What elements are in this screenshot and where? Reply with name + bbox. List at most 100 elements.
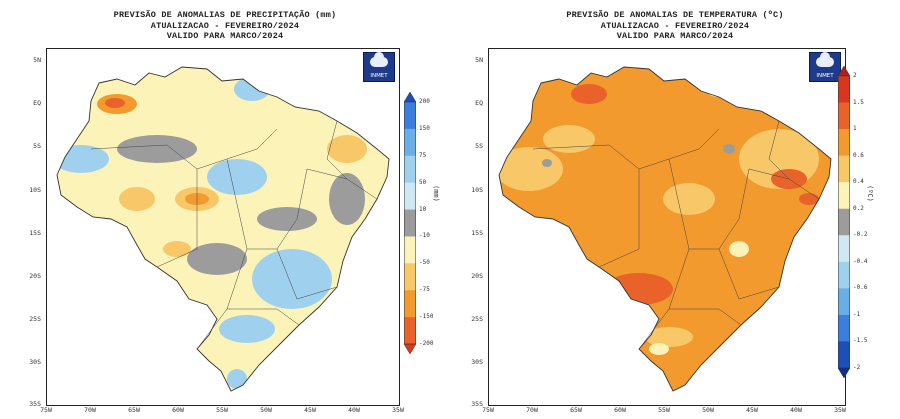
colorbar-label: 200 [419, 98, 430, 105]
colorbar-bottom-arrow [404, 343, 416, 354]
x-tick: 45W [304, 406, 316, 414]
colorbar-label: -10 [419, 232, 430, 240]
colorbar-label: -0.4 [853, 257, 868, 265]
title-line-3: VALIDO PARA MARCO/2024 [616, 31, 734, 41]
colorbar-label: 0.2 [853, 204, 864, 212]
colorbar-unit: (mm) [432, 185, 440, 202]
precipitation-title: PREVISÃO DE ANOMALIAS DE PRECIPITAÇÃO (m… [0, 10, 450, 42]
colorbar-segment [404, 263, 416, 291]
y-tick: 35S [471, 400, 483, 408]
colorbar-segment [404, 128, 416, 157]
colorbar-segment [838, 155, 850, 183]
y-tick: EQ [33, 99, 41, 107]
colorbar-segment [404, 236, 416, 264]
colorbar-label: 1 [853, 125, 857, 133]
colorbar-frame [838, 75, 850, 369]
y-tick: 25S [471, 315, 483, 323]
colorbar-frame [404, 101, 416, 345]
y-tick: EQ [475, 99, 483, 107]
y-tick: 5S [475, 142, 483, 150]
temperature-panel: PREVISÃO DE ANOMALIAS DE TEMPERATURA (ºC… [450, 0, 900, 419]
y-tick: 15S [471, 229, 483, 237]
colorbar-label: -0.2 [853, 231, 868, 239]
x-tick: 40W [790, 406, 802, 414]
colorbar-label: -75 [419, 286, 430, 294]
x-tick: 35W [392, 406, 404, 414]
y-tick: 5N [475, 56, 483, 64]
colorbar-segment [838, 288, 850, 316]
colorbar-label: 10 [419, 205, 427, 213]
colorbar-segment [404, 290, 416, 318]
colorbar-segment [838, 182, 850, 210]
colorbar-bottom-arrow [838, 367, 850, 378]
y-tick: 30S [29, 358, 41, 366]
colorbar-segment [404, 182, 416, 210]
colorbar-segment [838, 261, 850, 289]
y-tick: 30S [471, 358, 483, 366]
x-tick: 70W [84, 406, 96, 414]
x-tick: 50W [702, 406, 714, 414]
colorbar-label: -50 [419, 259, 430, 267]
colorbar-label: -1 [853, 310, 861, 318]
colorbar-label: -0.6 [853, 284, 868, 292]
x-tick: 40W [348, 406, 360, 414]
temperature-colorbar [838, 66, 850, 378]
temperature-map: INMET [488, 48, 846, 406]
colorbar-segment [838, 102, 850, 130]
colorbar-label: -200 [419, 340, 434, 347]
colorbar-top-arrow [838, 66, 850, 77]
inmet-logo: INMET [363, 52, 395, 82]
x-tick: 50W [260, 406, 272, 414]
temperature-title: PREVISÃO DE ANOMALIAS DE TEMPERATURA (ºC… [450, 10, 900, 42]
colorbar-label: 1.5 [853, 98, 864, 106]
y-tick: 5S [33, 142, 41, 150]
y-tick: 20S [471, 272, 483, 280]
cloud-icon [370, 52, 388, 67]
colorbar-segment [404, 317, 416, 345]
colorbar-label: -1.5 [853, 337, 868, 345]
colorbar-label: 75 [419, 151, 427, 159]
x-tick: 75W [40, 406, 52, 414]
x-tick: 70W [526, 406, 538, 414]
cloud-icon [816, 52, 834, 67]
title-line-3: VALIDO PARA MARCO/2024 [166, 31, 284, 41]
title-line-1: PREVISÃO DE ANOMALIAS DE TEMPERATURA (ºC… [566, 10, 784, 20]
colorbar-segment [404, 155, 416, 183]
y-tick: 25S [29, 315, 41, 323]
title-line-2: ATUALIZACAO - FEVEREIRO/2024 [150, 20, 300, 31]
colorbar-segment [838, 235, 850, 263]
x-tick: 55W [658, 406, 670, 414]
x-tick: 60W [614, 406, 626, 414]
colorbar-segment [838, 314, 850, 342]
y-tick: 5N [33, 56, 41, 64]
precipitation-map: INMET [46, 48, 400, 406]
precipitation-panel: PREVISÃO DE ANOMALIAS DE PRECIPITAÇÃO (m… [0, 10, 450, 414]
colorbar-segment [838, 76, 850, 103]
colorbar-segment [404, 209, 416, 237]
colorbar-label: 50 [419, 178, 427, 186]
title-line-1: PREVISÃO DE ANOMALIAS DE PRECIPITAÇÃO (m… [113, 10, 337, 20]
colorbar-segment [838, 341, 850, 369]
x-tick: 55W [216, 406, 228, 414]
colorbar-top-arrow [404, 92, 416, 103]
colorbar-label: -2 [853, 364, 861, 371]
x-tick: 65W [570, 406, 582, 414]
x-tick: 60W [172, 406, 184, 414]
y-tick: 15S [29, 229, 41, 237]
x-tick: 35W [834, 406, 846, 414]
colorbar-unit: (ºC) [866, 185, 874, 202]
x-tick: 65W [128, 406, 140, 414]
colorbar-label: 2 [853, 72, 857, 79]
colorbar-segment [838, 208, 850, 236]
y-tick: 35S [29, 400, 41, 408]
x-tick: 75W [482, 406, 494, 414]
y-tick: 10S [29, 186, 41, 194]
precipitation-colorbar [404, 92, 416, 354]
colorbar-label: 150 [419, 124, 430, 132]
colorbar-label: -150 [419, 313, 434, 321]
y-tick: 10S [471, 186, 483, 194]
colorbar-segment [838, 129, 850, 156]
colorbar-label: 0.6 [853, 151, 864, 159]
colorbar-label: 0.4 [853, 178, 864, 186]
x-tick: 45W [746, 406, 758, 414]
